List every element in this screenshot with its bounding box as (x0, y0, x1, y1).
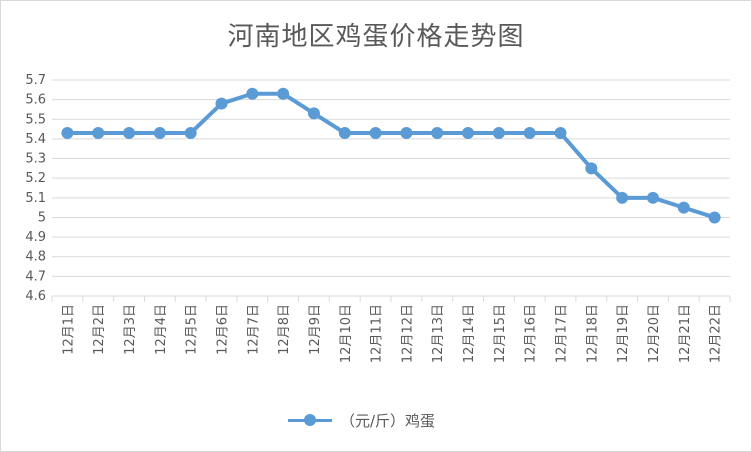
x-tick-label: 12月10日 (339, 304, 354, 363)
x-tick-label: 12月18日 (585, 304, 600, 363)
data-point (92, 127, 105, 140)
y-tick-label: 4.8 (25, 250, 46, 265)
y-tick-label: 4.9 (25, 230, 46, 245)
y-tick-label: 5.2 (25, 171, 46, 186)
data-point (646, 191, 659, 204)
data-point (277, 87, 290, 100)
legend-label: （元/斤）鸡蛋 (340, 411, 436, 430)
x-tick-label: 12月7日 (246, 304, 261, 355)
series-line (67, 91, 716, 220)
x-tick-label: 12月17日 (555, 304, 570, 363)
data-point (123, 127, 136, 140)
x-tick-label: 12月14日 (462, 304, 477, 363)
x-tick-label: 12月5日 (185, 304, 200, 355)
data-point (616, 191, 629, 204)
data-point (153, 127, 166, 140)
data-point (677, 201, 690, 214)
legend-swatch (288, 410, 332, 430)
y-tick-label: 5 (38, 210, 46, 225)
y-tick-label: 5.6 (25, 93, 46, 108)
x-tick-label: 12月22日 (709, 304, 724, 363)
x-tick-label: 12月8日 (277, 304, 292, 355)
y-tick-label: 5.3 (25, 152, 46, 167)
x-tick-label: 12月21日 (678, 304, 693, 363)
x-tick-label: 12月15日 (493, 304, 508, 363)
y-tick-label: 4.6 (25, 289, 46, 304)
data-point (462, 127, 475, 140)
x-tick-label: 12月13日 (431, 304, 446, 363)
x-tick-label: 12月16日 (524, 304, 539, 363)
data-point (215, 97, 228, 110)
x-tick-label: 12月6日 (216, 304, 231, 355)
y-tick-label: 4.7 (25, 269, 46, 284)
data-point (523, 127, 536, 140)
x-tick-label: 12月4日 (154, 304, 169, 355)
data-point (369, 127, 382, 140)
y-tick-label: 5.7 (25, 73, 46, 88)
data-point (708, 211, 721, 224)
x-tick-label: 12月20日 (647, 304, 662, 363)
x-tick-label: 12月2日 (92, 304, 107, 355)
y-tick-label: 5.1 (25, 191, 46, 206)
x-tick-label: 12月12日 (400, 304, 415, 363)
data-point (585, 162, 598, 175)
data-point (307, 107, 320, 120)
data-point (431, 127, 444, 140)
data-point (400, 127, 413, 140)
x-tick-label: 12月1日 (61, 304, 76, 355)
y-tick-label: 5.5 (25, 112, 46, 127)
data-point (338, 127, 351, 140)
x-tick-label: 12月9日 (308, 304, 323, 355)
legend: （元/斤）鸡蛋 (288, 410, 435, 430)
chart-title: 河南地区鸡蛋价格走势图 (227, 22, 525, 52)
data-point (492, 127, 505, 140)
x-tick-label: 12月11日 (370, 304, 385, 363)
data-point (184, 127, 197, 140)
x-tick-label: 12月3日 (123, 304, 138, 355)
data-point (61, 127, 74, 140)
data-point (554, 127, 567, 140)
data-point (246, 87, 259, 100)
y-tick-label: 5.4 (25, 132, 46, 147)
x-tick-label: 12月19日 (616, 304, 631, 363)
